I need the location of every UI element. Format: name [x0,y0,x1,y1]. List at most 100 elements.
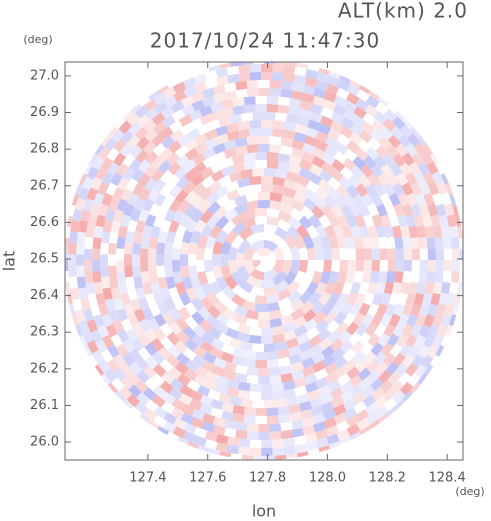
echo-cell [395,143,409,158]
echo-cell [283,445,296,455]
echo-cell [449,314,457,327]
echo-cell [343,148,358,162]
echo-cell [390,126,404,140]
echo-cell [223,139,237,151]
echo-cell [325,83,340,95]
echo-cell [112,187,125,201]
echo-cell [183,77,197,89]
echo-cell [345,184,360,199]
echo-cell [277,414,290,424]
echo-cell [213,205,228,220]
echo-cell [153,193,167,207]
echo-cell [422,214,433,228]
echo-cell [203,260,214,273]
echo-cell [106,147,120,162]
echo-cell [201,175,215,189]
echo-cell [213,416,226,428]
echo-cell [95,166,108,181]
echo-cell [403,260,412,272]
echo-cell [280,372,294,383]
echo-cell [76,254,85,266]
echo-cell [353,236,364,250]
echo-cell [408,281,419,295]
echo-cell [394,398,406,410]
echo-cell [357,367,372,381]
echo-cell [280,305,294,318]
echo-cell [264,399,276,408]
echo-cell [104,137,118,152]
echo-cell [340,340,354,354]
echo-cell [161,106,175,119]
echo-cell [349,431,361,441]
echo-cell [202,360,216,373]
echo-cell [104,368,118,383]
echo-cell [215,434,229,445]
echo-cell [287,290,302,304]
echo-cell [215,125,229,137]
echo-cell [339,75,351,84]
echo-cell [117,329,130,343]
echo-cell [369,377,384,392]
echo-cell [408,225,419,239]
echo-cell [224,419,237,430]
echo-cell [238,72,251,82]
echo-cell [232,162,245,173]
echo-cell [368,419,380,430]
y-tick-label: 27.0 [30,68,59,83]
echo-cell [221,285,236,301]
echo-cell [394,271,404,284]
echo-cell [438,214,449,228]
echo-cell [123,203,135,217]
echo-cell [229,396,243,407]
echo-cell [457,281,463,294]
echo-cell [241,208,256,221]
echo-cell [190,297,204,312]
echo-cell [219,451,232,458]
echo-cell [157,302,170,317]
echo-cell [323,91,337,103]
echo-cell [451,260,461,272]
echo-cell [261,383,273,393]
echo-cell [371,119,385,133]
echo-cell [221,410,234,421]
echo-cell [184,190,198,205]
echo-cell [315,71,329,83]
echo-cell [252,168,264,177]
echo-cell [223,307,238,321]
echo-cell [113,209,125,223]
echo-cell [294,123,308,135]
echo-cell [402,236,412,249]
echo-cell [209,281,222,296]
echo-cell [162,420,177,434]
echo-cell [269,309,283,320]
echo-cell [392,153,406,168]
echo-cell [126,371,141,386]
echo-cell [365,359,380,374]
echo-cell [336,235,348,249]
echo-cell [243,160,256,170]
echo-cell [208,180,222,194]
echo-cell [352,350,367,364]
echo-cell [294,385,308,397]
echo-cell [325,425,340,437]
echo-cell [148,270,159,284]
echo-cell [167,140,182,154]
echo-cell [360,342,374,356]
echo-cell [204,128,218,141]
echo-cell [126,112,141,127]
echo-cell [339,436,351,445]
echo-cell [423,364,434,376]
echo-cell [400,281,411,295]
echo-cell [407,373,421,387]
echo-cell [145,213,157,228]
echo-cell [116,198,129,212]
echo-cell [333,104,347,117]
echo-cell [446,214,457,228]
echo-cell [306,326,320,340]
echo-cell [245,309,259,320]
echo-cell [232,97,245,107]
echo-cell [352,312,366,327]
echo-cell [102,287,113,301]
echo-cell [113,297,125,311]
echo-cell [266,407,279,416]
